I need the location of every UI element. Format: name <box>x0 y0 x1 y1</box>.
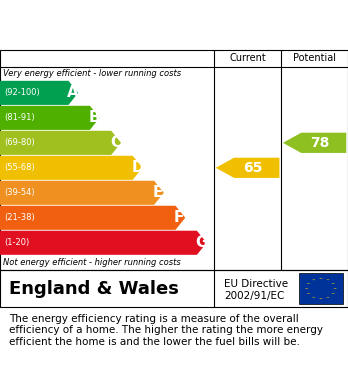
Polygon shape <box>304 288 309 289</box>
Text: 2002/91/EC: 2002/91/EC <box>224 291 285 301</box>
Polygon shape <box>331 283 336 284</box>
Text: A: A <box>67 85 79 100</box>
Text: EU Directive: EU Directive <box>224 279 288 289</box>
Text: Current: Current <box>229 53 266 63</box>
Polygon shape <box>0 131 121 155</box>
Bar <box>299 273 343 304</box>
Text: (55-68): (55-68) <box>4 163 35 172</box>
Text: England & Wales: England & Wales <box>9 280 179 298</box>
Polygon shape <box>0 106 100 130</box>
Polygon shape <box>0 156 142 180</box>
Text: (81-91): (81-91) <box>4 113 35 122</box>
Text: 65: 65 <box>243 161 263 175</box>
Polygon shape <box>306 293 311 294</box>
Text: E: E <box>153 185 163 200</box>
Polygon shape <box>0 181 164 205</box>
Polygon shape <box>216 158 279 178</box>
Text: G: G <box>196 235 208 250</box>
Polygon shape <box>0 206 185 230</box>
Polygon shape <box>306 283 311 284</box>
Text: Not energy efficient - higher running costs: Not energy efficient - higher running co… <box>3 258 181 267</box>
Polygon shape <box>333 288 338 289</box>
Text: Energy Efficiency Rating: Energy Efficiency Rating <box>9 27 219 43</box>
Text: (69-80): (69-80) <box>4 138 35 147</box>
Polygon shape <box>283 133 346 153</box>
Text: C: C <box>110 135 121 150</box>
Text: (1-20): (1-20) <box>4 238 30 247</box>
Text: Potential: Potential <box>293 53 336 63</box>
Polygon shape <box>318 298 323 299</box>
Polygon shape <box>331 293 336 294</box>
Text: The energy efficiency rating is a measure of the overall efficiency of a home. T: The energy efficiency rating is a measur… <box>9 314 323 347</box>
Polygon shape <box>0 81 78 105</box>
Text: F: F <box>174 210 184 225</box>
Text: (39-54): (39-54) <box>4 188 35 197</box>
Polygon shape <box>318 278 323 279</box>
Text: 78: 78 <box>310 136 330 150</box>
Polygon shape <box>0 231 207 255</box>
Text: D: D <box>131 160 144 175</box>
Text: B: B <box>88 110 100 126</box>
Text: (21-38): (21-38) <box>4 213 35 222</box>
Text: Very energy efficient - lower running costs: Very energy efficient - lower running co… <box>3 69 182 78</box>
Text: (92-100): (92-100) <box>4 88 40 97</box>
